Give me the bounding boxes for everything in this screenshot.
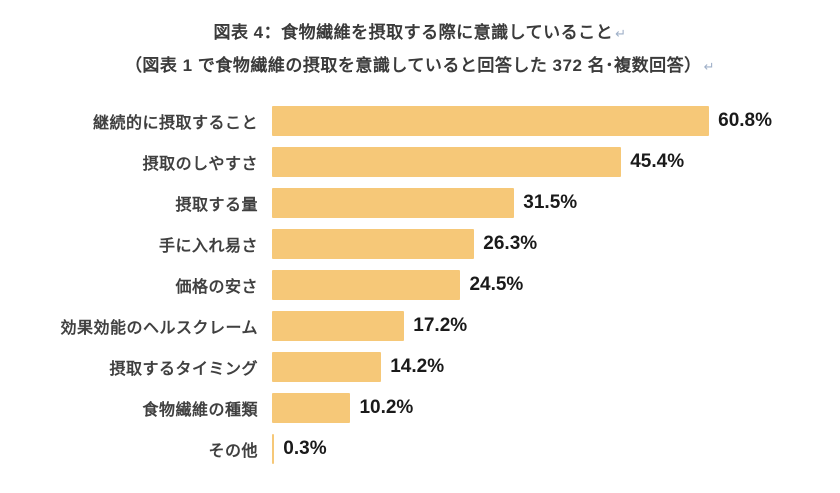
category-label: その他: [208, 442, 258, 460]
category-label: 摂取するタイミング: [109, 360, 258, 378]
value-label: 26.3%: [483, 232, 538, 254]
chart-row: 価格の安さ 24.5%: [0, 264, 840, 305]
value-label: 0.3%: [283, 437, 327, 459]
bar-track: 14.2%: [272, 351, 772, 382]
chart-row: 食物繊維の種類 10.2%: [0, 387, 840, 428]
chart-row: 継続的に摂取すること 60.8%: [0, 100, 840, 141]
bar: [272, 310, 405, 341]
value-label: 24.5%: [469, 273, 524, 295]
bar-track: 17.2%: [272, 310, 772, 341]
bar: [272, 146, 622, 177]
bar-chart: 継続的に摂取すること 60.8% 摂取のしやすさ 45.4% 摂取する量 31.5% 手に入…: [0, 100, 840, 469]
paragraph-return-icon: ↵: [703, 59, 716, 75]
value-label: 60.8%: [718, 109, 772, 131]
bar-track: 0.3%: [272, 433, 772, 464]
chart-row: 摂取するタイミング 14.2%: [0, 346, 840, 387]
category-label: 摂取する量: [175, 196, 258, 214]
bar-track: 26.3%: [272, 228, 772, 259]
bar: [272, 228, 475, 259]
category-label: 価格の安さ: [175, 278, 258, 296]
bar-track: 45.4%: [272, 146, 772, 177]
value-label: 10.2%: [359, 396, 414, 418]
chart-row: 手に入れ易さ 26.3%: [0, 223, 840, 264]
bar: [272, 392, 351, 423]
chart-row: 効果効能のヘルスクレーム 17.2%: [0, 305, 840, 346]
chart-row: その他 0.3%: [0, 428, 840, 469]
chart-row: 摂取する量 31.5%: [0, 182, 840, 223]
bar: [272, 269, 461, 300]
category-label: 食物繊維の種類: [142, 401, 258, 419]
category-label: 効果効能のヘルスクレーム: [60, 319, 258, 337]
bar: [272, 187, 515, 218]
category-label: 継続的に摂取すること: [92, 114, 258, 132]
chart-rows: 継続的に摂取すること 60.8% 摂取のしやすさ 45.4% 摂取する量 31.5% 手に入…: [0, 100, 840, 469]
chart-row: 摂取のしやすさ 45.4%: [0, 141, 840, 182]
bar: [272, 105, 710, 136]
bar: [272, 351, 382, 382]
bar-track: 24.5%: [272, 269, 772, 300]
chart-title-block: 図表 4：食物繊維を摂取する際に意識していること ↵ （図表 1 で食物繊維の摂取…: [0, 0, 840, 82]
bar: [272, 433, 275, 464]
chart-title-text: 図表 4：食物繊維を摂取する際に意識していること: [213, 23, 614, 42]
chart-title: 図表 4：食物繊維を摂取する際に意識していること ↵: [0, 16, 840, 49]
bar-track: 31.5%: [272, 187, 772, 218]
paragraph-return-icon: ↵: [615, 26, 627, 41]
category-label: 手に入れ易さ: [158, 237, 258, 255]
value-label: 17.2%: [413, 314, 468, 336]
chart-subtitle-text: （図表 1 で食物繊維の摂取を意識していると回答した 372 名･複数回答）: [124, 56, 702, 76]
chart-subtitle: （図表 1 で食物繊維の摂取を意識していると回答した 372 名･複数回答） ↵: [0, 49, 840, 82]
bar-track: 10.2%: [272, 392, 772, 423]
category-label: 摂取のしやすさ: [142, 155, 258, 173]
value-label: 45.4%: [630, 150, 685, 172]
value-label: 31.5%: [523, 191, 578, 213]
value-label: 14.2%: [390, 355, 445, 377]
bar-track: 60.8%: [272, 105, 772, 136]
